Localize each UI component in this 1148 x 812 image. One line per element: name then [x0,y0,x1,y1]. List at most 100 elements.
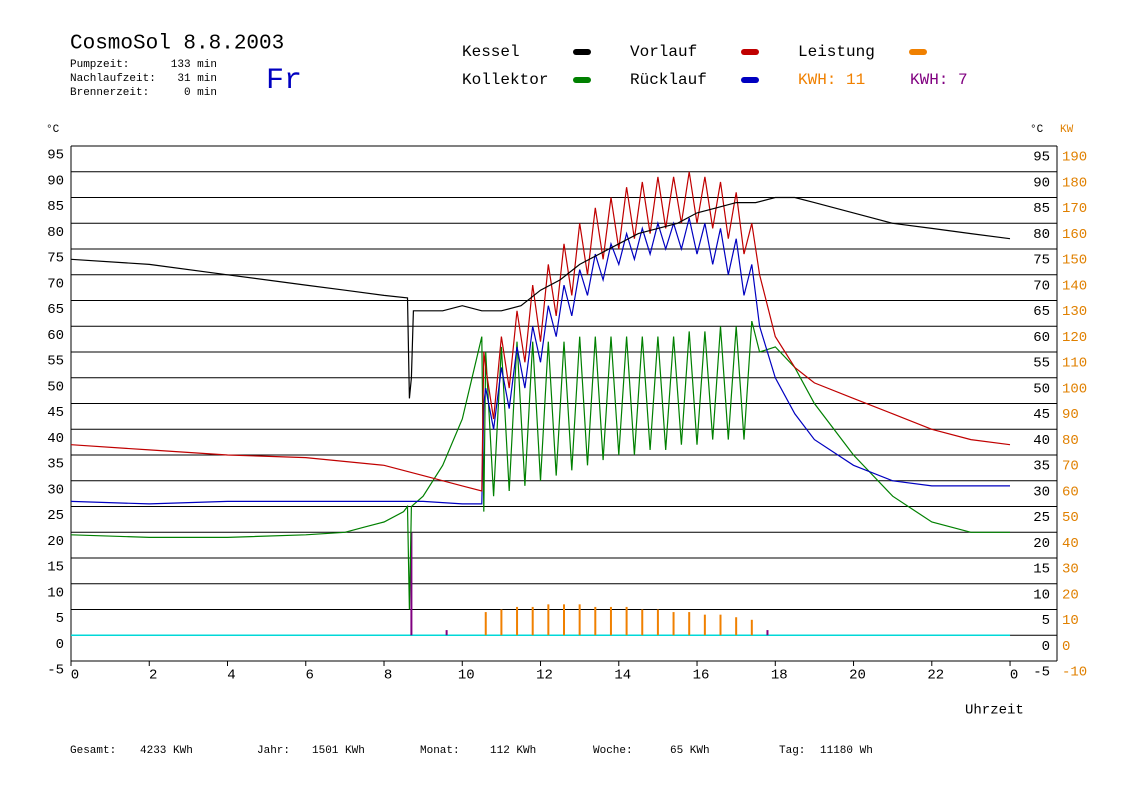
y-tick-label-right: 65 [1033,304,1050,320]
y-tick-label-right: 45 [1033,407,1050,423]
info-value: 133 min [171,59,217,71]
series-line [70,320,1010,610]
y-tick-label: 15 [47,560,64,576]
total-value: 112 KWh [490,745,536,757]
legend-label: Rücklauf [630,71,707,89]
y-tick-label: 25 [47,508,64,524]
y-tick-label-right: 15 [1033,562,1050,578]
x-tick-label: 0 [71,668,79,684]
series-line [70,171,1011,492]
y-tick-label: 10 [47,585,64,601]
y-tick-label-right: 20 [1033,536,1050,552]
y2-tick-label: 50 [1062,510,1079,526]
y2-tick-label: 10 [1062,613,1079,629]
y-tick-label: 55 [47,354,64,370]
legend-label: Kollektor [462,71,548,89]
total-value: 11180 Wh [820,745,873,757]
y-tick-label: 70 [47,276,64,292]
x-tick-label: 20 [849,668,866,684]
y2-tick-label: 170 [1062,201,1087,217]
y-tick-label: 45 [47,405,64,421]
y-axis-unit-right: °C [1030,124,1044,136]
series-line [70,217,1010,505]
y-tick-label: 85 [47,199,64,215]
info-value: 31 min [177,73,217,85]
y-tick-label: 60 [47,328,64,344]
y2-tick-label: 30 [1062,562,1079,578]
y2-tick-label: 160 [1062,227,1087,243]
y2-tick-label: 100 [1062,381,1087,397]
y2-tick-label: 140 [1062,278,1087,294]
series-line [70,196,1011,399]
y-tick-label: 75 [47,251,64,267]
x-tick-label: 12 [536,668,553,684]
y-tick-label: 0 [56,637,64,653]
y-tick-label: 35 [47,457,64,473]
x-tick-label: 6 [306,668,314,684]
legend-label: Leistung [798,43,875,61]
y2-tick-label: 20 [1062,587,1079,603]
y2-tick-label: 150 [1062,253,1087,269]
info-label: Brennerzeit: [70,87,149,99]
y-tick-label: 90 [47,173,64,189]
y-tick-label-right: 10 [1033,587,1050,603]
x-tick-label: 0 [1010,668,1018,684]
x-tick-label: 2 [149,668,157,684]
y2-tick-label: 80 [1062,433,1079,449]
y-tick-label-right: 30 [1033,484,1050,500]
chart-title: CosmoSol 8.8.2003 [70,33,284,56]
y-tick-label: 20 [47,534,64,550]
total-value: 4233 KWh [140,745,193,757]
y-tick-label: 5 [56,611,64,627]
annotation: KWH: 11 [798,71,865,89]
x-tick-label: 16 [693,668,710,684]
x-tick-label: 8 [384,668,392,684]
y-tick-label-right: 85 [1033,201,1050,217]
y-tick-label: 40 [47,431,64,447]
y-tick-label-right: 25 [1033,510,1050,526]
y-tick-label: 95 [47,148,64,164]
y-tick-label-right: 95 [1033,150,1050,166]
y2-tick-label: 70 [1062,459,1079,475]
y-tick-label-right: 75 [1033,253,1050,269]
total-label: Monat: [420,745,460,757]
legend-label: Kessel [462,43,520,61]
y-tick-label: 80 [47,225,64,241]
y-tick-label-right: 90 [1033,175,1050,191]
y-tick-label-right: 70 [1033,278,1050,294]
y2-tick-label: 90 [1062,407,1079,423]
y-tick-label-right: 80 [1033,227,1050,243]
y2-tick-label: 190 [1062,150,1087,166]
y2-tick-label: 60 [1062,484,1079,500]
y-tick-label-right: 50 [1033,381,1050,397]
total-label: Jahr: [257,745,290,757]
y-axis-unit: °C [46,124,60,136]
total-value: 65 KWh [670,745,710,757]
y-tick-label-right: 40 [1033,433,1050,449]
x-tick-label: 10 [458,668,475,684]
total-value: 1501 KWh [312,745,365,757]
y2-tick-label: 180 [1062,175,1087,191]
y-tick-label-right: 60 [1033,330,1050,346]
annotation: KWH: 7 [910,71,968,89]
y-tick-label-right: 5 [1042,613,1050,629]
y-tick-label-right: 0 [1042,639,1050,655]
info-label: Pumpzeit: [70,59,129,71]
x-tick-label: 18 [771,668,788,684]
y2-tick-label: 0 [1062,639,1070,655]
y-tick-label: 30 [47,482,64,498]
y2-axis-unit: KW [1060,124,1074,136]
y-tick-label-right: 55 [1033,356,1050,372]
y-tick-label: 50 [47,379,64,395]
y2-tick-label: 110 [1062,356,1087,372]
y-tick-label: 65 [47,302,64,318]
y-tick-label: -5 [47,663,64,679]
y-tick-label-right: -5 [1033,665,1050,681]
weekday: Fr [266,64,302,98]
y2-tick-label: 120 [1062,330,1087,346]
y2-tick-label: 130 [1062,304,1087,320]
y2-tick-label: -10 [1062,665,1087,681]
total-label: Woche: [593,745,633,757]
y2-tick-label: 40 [1062,536,1079,552]
